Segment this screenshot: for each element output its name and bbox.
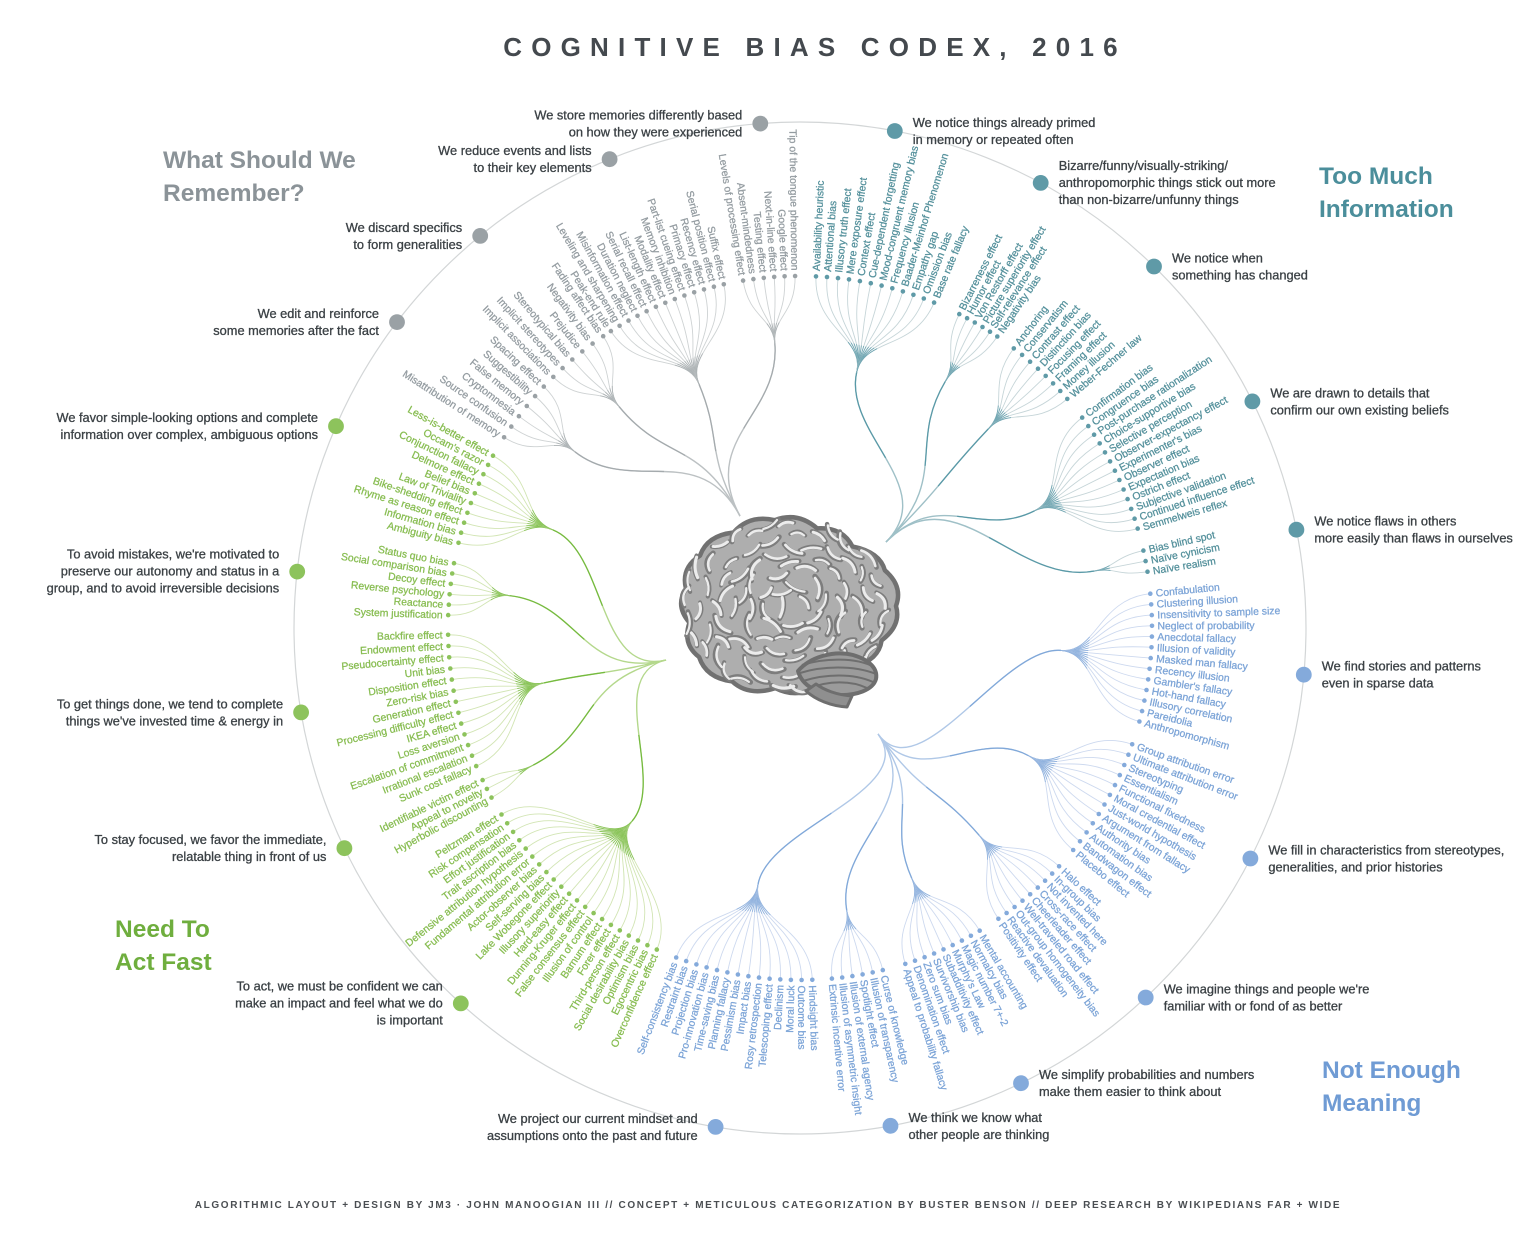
- svg-text:Tip of the tongue phenomenon: Tip of the tongue phenomenon: [786, 129, 799, 271]
- svg-text:Bizarre/funny/visually-strikin: Bizarre/funny/visually-striking/anthropo…: [1059, 158, 1276, 207]
- svg-text:Meaning: Meaning: [1322, 1090, 1421, 1117]
- svg-text:What Should We: What Should We: [163, 147, 356, 174]
- svg-text:Information: Information: [1319, 196, 1454, 223]
- svg-text:Backfire effect: Backfire effect: [377, 630, 443, 642]
- svg-text:Outcome bias: Outcome bias: [795, 985, 806, 1049]
- svg-text:Anecdotal fallacy: Anecdotal fallacy: [1157, 632, 1237, 645]
- svg-text:We notice things already prime: We notice things already primed in memory…: [913, 115, 1096, 147]
- svg-text:Availability heuristic: Availability heuristic: [812, 180, 827, 271]
- svg-text:To act, we must be confident w: To act, we must be confident we can make …: [235, 978, 443, 1027]
- svg-text:To avoid mistakes, we're motiv: To avoid mistakes, we're motivated to pre…: [47, 547, 280, 596]
- svg-text:Too Much: Too Much: [1319, 163, 1433, 190]
- svg-text:Insensitivity to sample size: Insensitivity to sample size: [1157, 606, 1281, 622]
- svg-text:We imagine things and people w: We imagine things and people we're famili…: [1164, 982, 1370, 1014]
- svg-text:To get things done, we tend to: To get things done, we tend to complete t…: [57, 696, 283, 728]
- svg-text:Reactance: Reactance: [393, 597, 444, 611]
- svg-text:Neglect of probability: Neglect of probability: [1157, 621, 1255, 633]
- svg-text:We store memories differently: We store memories differently based on ho…: [534, 108, 742, 140]
- svg-text:Remember?: Remember?: [163, 180, 305, 207]
- svg-text:Need To: Need To: [115, 916, 210, 943]
- svg-text:Moral luck: Moral luck: [785, 984, 797, 1032]
- svg-text:Google effect: Google effect: [775, 209, 789, 271]
- svg-text:Act Fast: Act Fast: [115, 949, 212, 976]
- svg-text:Illusion of validity: Illusion of validity: [1157, 643, 1237, 658]
- svg-text:ALGORITHMIC LAYOUT + DESIGN BY: ALGORITHMIC LAYOUT + DESIGN BY JM3 · JOH…: [195, 1200, 1341, 1211]
- svg-text:Not Enough: Not Enough: [1322, 1057, 1461, 1084]
- svg-text:Hindsight bias: Hindsight bias: [806, 985, 819, 1051]
- svg-text:We favor simple-looking option: We favor simple-looking options and comp…: [56, 410, 318, 442]
- svg-text:COGNITIVE BIAS CODEX, 2016: COGNITIVE BIAS CODEX, 2016: [503, 32, 1127, 62]
- svg-text:Unit bias: Unit bias: [404, 665, 445, 681]
- svg-text:We project our current mindset: We project our current mindset and assump…: [487, 1111, 698, 1143]
- svg-text:System justification: System justification: [354, 607, 443, 621]
- svg-text:We fill in characteristics fro: We fill in characteristics from stereoty…: [1268, 843, 1504, 875]
- svg-text:Declinism: Declinism: [773, 985, 786, 1031]
- svg-text:We simplify probabilities and: We simplify probabilities and numbers mak…: [1039, 1067, 1254, 1099]
- svg-text:To stay focused, we favor the: To stay focused, we favor the immediate,…: [95, 832, 327, 864]
- svg-text:Endowment effect: Endowment effect: [360, 642, 444, 657]
